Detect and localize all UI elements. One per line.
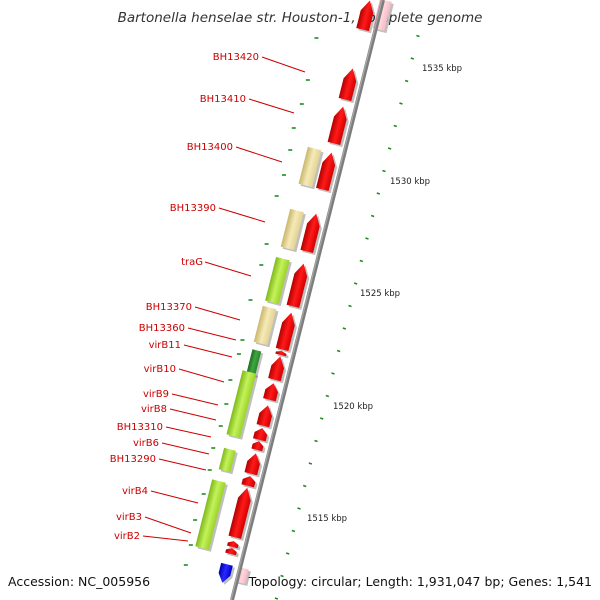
gene-label-virB3[interactable]: virB3 bbox=[116, 512, 142, 523]
gene-label-BH13290[interactable]: BH13290 bbox=[110, 454, 156, 465]
gene-label-BH13410[interactable]: BH13410 bbox=[200, 94, 246, 105]
genome-backbone bbox=[230, 0, 385, 600]
gene-label-virB4[interactable]: virB4 bbox=[122, 486, 148, 497]
cds-reverse-green-3[interactable] bbox=[195, 479, 228, 552]
cds-forward-5[interactable] bbox=[286, 262, 312, 310]
kbp-label-1515: 1515 kbp bbox=[307, 514, 347, 524]
gene-label-virB2[interactable]: virB2 bbox=[114, 531, 140, 542]
gene-label-traG[interactable]: traG bbox=[181, 257, 203, 268]
gene-label-virB10[interactable]: virB10 bbox=[144, 364, 176, 375]
leader-line-11 bbox=[165, 426, 212, 438]
topology-text: Topology: circular; Length: 1,931,047 bp… bbox=[248, 574, 592, 589]
cds-forward-1[interactable] bbox=[338, 67, 361, 104]
cds-forward-3[interactable] bbox=[316, 151, 341, 194]
gene-label-BH13390[interactable]: BH13390 bbox=[170, 203, 216, 214]
cds-reverse-darkgreen-0[interactable] bbox=[246, 349, 264, 378]
cds-forward-12[interactable] bbox=[251, 440, 267, 454]
label-leaders bbox=[142, 56, 306, 542]
kbp-label-1535: 1535 kbp bbox=[422, 64, 462, 74]
cds-forward-14[interactable] bbox=[241, 475, 259, 490]
cds-forward-7[interactable] bbox=[275, 350, 289, 359]
cds-reverse-green-1[interactable] bbox=[226, 370, 259, 440]
cds-forward-9[interactable] bbox=[263, 382, 283, 404]
leader-line-13 bbox=[158, 458, 207, 471]
leader-line-3 bbox=[218, 207, 266, 223]
cds-forward-15[interactable] bbox=[228, 486, 256, 541]
gene-label-BH13360[interactable]: BH13360 bbox=[139, 323, 185, 334]
cds-forward-0[interactable] bbox=[356, 0, 379, 34]
gene-label-virB6[interactable]: virB6 bbox=[133, 438, 159, 449]
cds-forward-17[interactable] bbox=[225, 547, 240, 558]
leader-line-14 bbox=[150, 490, 199, 504]
map-title: Bartonella henselae str. Houston-1, comp… bbox=[118, 10, 483, 26]
gene-features bbox=[195, 0, 394, 587]
cds-forward-16[interactable] bbox=[227, 540, 242, 551]
kbp-label-1530: 1530 kbp bbox=[390, 177, 430, 187]
gene-label-virB11[interactable]: virB11 bbox=[149, 340, 181, 351]
kbp-label-1525: 1525 kbp bbox=[360, 289, 400, 299]
leader-line-5 bbox=[194, 306, 241, 321]
gene-label-virB9[interactable]: virB9 bbox=[143, 389, 169, 400]
cds-forward-10[interactable] bbox=[256, 404, 277, 430]
leader-line-16 bbox=[142, 535, 189, 542]
kbp-label-1520: 1520 kbp bbox=[333, 402, 373, 412]
cds-reverse-yellow-0[interactable] bbox=[298, 146, 324, 190]
gene-label-BH13400[interactable]: BH13400 bbox=[187, 142, 233, 153]
leader-line-4 bbox=[204, 261, 252, 277]
cds-reverse-green-0[interactable] bbox=[265, 256, 292, 307]
leader-line-0 bbox=[261, 56, 306, 73]
leader-line-10 bbox=[169, 408, 217, 421]
cds-forward-11[interactable] bbox=[253, 427, 271, 444]
cds-forward-2[interactable] bbox=[327, 105, 352, 148]
gene-blue-0[interactable] bbox=[216, 562, 235, 586]
cds-reverse-yellow-2[interactable] bbox=[253, 305, 279, 348]
genome-backbone-highlight bbox=[230, 0, 383, 600]
kbp-ticks bbox=[274, 34, 420, 600]
cds-forward-8[interactable] bbox=[268, 355, 289, 384]
gene-label-BH13370[interactable]: BH13370 bbox=[146, 302, 192, 313]
gene-label-virB8[interactable]: virB8 bbox=[141, 404, 167, 415]
cds-forward-13[interactable] bbox=[244, 452, 265, 478]
cds-reverse-green-2[interactable] bbox=[218, 447, 238, 475]
cds-forward-4[interactable] bbox=[300, 212, 325, 256]
leader-line-15 bbox=[144, 516, 192, 534]
leader-line-2 bbox=[235, 146, 283, 163]
leader-line-12 bbox=[161, 442, 210, 455]
leader-line-6 bbox=[187, 327, 237, 341]
gene-label-BH13420[interactable]: BH13420 bbox=[213, 52, 259, 63]
leader-line-9 bbox=[171, 393, 219, 406]
cds-forward-6[interactable] bbox=[275, 311, 300, 354]
leader-line-1 bbox=[248, 98, 295, 114]
gene-ticks bbox=[183, 37, 319, 566]
accession-text: Accession: NC_005956 bbox=[8, 574, 150, 589]
cds-reverse-yellow-1[interactable] bbox=[280, 208, 306, 253]
gene-label-BH13310[interactable]: BH13310 bbox=[117, 422, 163, 433]
leader-line-8 bbox=[178, 368, 225, 383]
leader-line-7 bbox=[183, 344, 233, 358]
